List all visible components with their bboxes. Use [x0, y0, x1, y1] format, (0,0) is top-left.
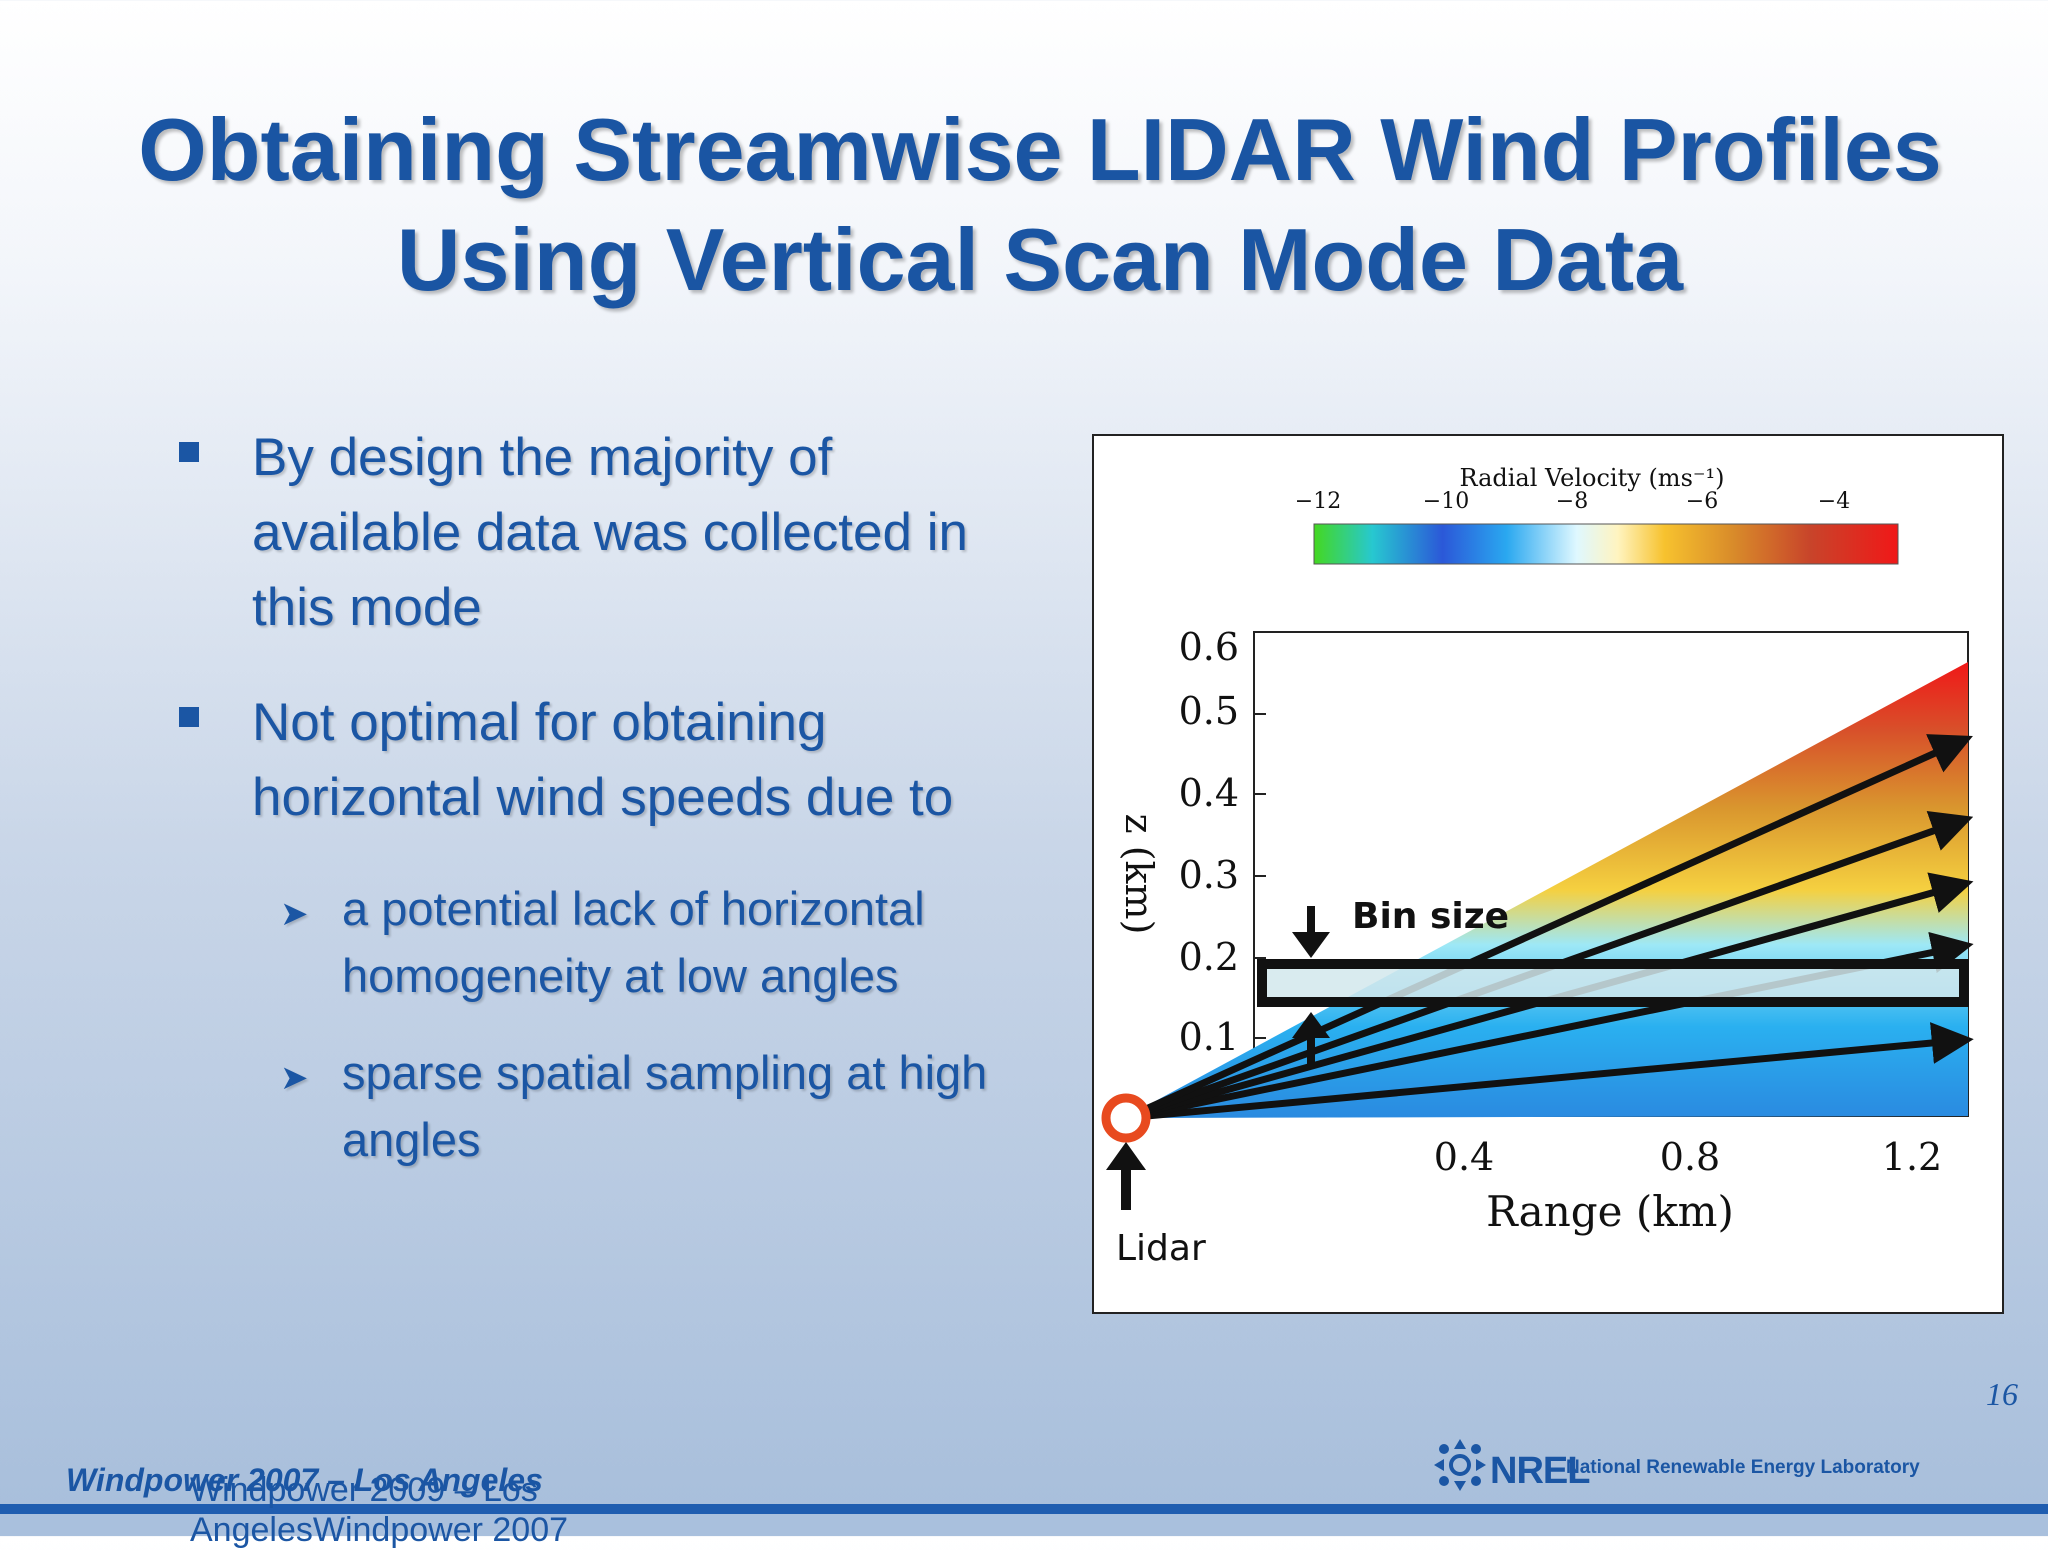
bullet-item: Not optimal for obtaining horizontal win…	[175, 685, 1015, 835]
sub-bullet-item: ➤ a potential lack of horizontal homogen…	[175, 875, 1015, 1009]
footer-event: Windpower 2007 – Los Angeles	[66, 1462, 543, 1498]
square-bullet-icon	[179, 442, 199, 462]
sub-bullet-item: ➤ sparse spatial sampling at high angles	[175, 1039, 1015, 1173]
footer-line	[0, 1504, 2048, 1514]
colorbar-tick: −12	[1295, 489, 1341, 514]
colorbar-tick: −8	[1556, 489, 1588, 514]
bullet-item: By design the majority of available data…	[175, 420, 1015, 645]
lidar-label: Lidar	[1116, 1228, 1206, 1269]
arrow-bullet-icon: ➤	[280, 1059, 309, 1097]
y-tick-label: 0.4	[1179, 771, 1239, 815]
colorbar-tick: −4	[1818, 489, 1850, 514]
y-tick-label: 0.5	[1179, 689, 1239, 733]
sub-bullet-text: sparse spatial sampling at high angles	[342, 1046, 988, 1166]
slide-title: Obtaining Streamwise LIDAR Wind Profiles…	[138, 100, 1942, 309]
bullet-list: By design the majority of available data…	[175, 420, 1015, 1203]
x-tick-label: 0.8	[1660, 1135, 1720, 1179]
footer-bar	[0, 1504, 2048, 1536]
page-number: 16	[1986, 1376, 2018, 1412]
bin-size-arrows	[1292, 906, 1330, 1064]
x-axis: 0.4 0.8 1.2	[1434, 1135, 1942, 1179]
bin-size-box	[1257, 959, 1969, 1007]
y-axis-label: z (km)	[1117, 814, 1161, 935]
colorbar-tick: −6	[1686, 489, 1718, 514]
nrel-full-name: National Renewable Energy Laboratory	[1566, 1457, 1920, 1478]
square-bullet-icon	[179, 707, 199, 727]
lidar-marker-icon	[1101, 1093, 1151, 1143]
beam-arrow	[1124, 734, 1973, 1122]
x-axis-label: Range (km)	[1486, 1187, 1734, 1236]
nrel-logo-icon	[1434, 1439, 1486, 1491]
x-tick-label: 0.4	[1434, 1135, 1494, 1179]
y-tick-label: 0.2	[1179, 935, 1239, 979]
arrow-bullet-icon: ➤	[280, 895, 309, 933]
lidar-pointer-arrow	[1106, 1142, 1146, 1210]
y-tick-label: 0.3	[1179, 853, 1239, 897]
bullet-text: Not optimal for obtaining horizontal win…	[252, 693, 954, 827]
bin-size-label: Bin size	[1352, 896, 1509, 937]
lidar-scan-svg: Radial Velocity (ms⁻¹) −12 −10 −8 −6 −4 …	[1101, 464, 1974, 1269]
sub-bullet-text: a potential lack of horizontal homogenei…	[342, 882, 925, 1002]
bullet-text: By design the majority of available data…	[252, 428, 968, 637]
colorbar-ticks: −12 −10 −8 −6 −4	[1295, 489, 1850, 514]
lidar-scan-figure: Radial Velocity (ms⁻¹) −12 −10 −8 −6 −4 …	[1092, 434, 2004, 1314]
footer-overlap-text: Windpower 2009 – Los AngelesWindpower 20…	[190, 1471, 569, 1549]
x-tick-label: 1.2	[1882, 1135, 1942, 1179]
colorbar-title: Radial Velocity (ms⁻¹)	[1459, 464, 1724, 492]
colorbar	[1313, 523, 1899, 565]
y-tick-label: 0.1	[1179, 1015, 1239, 1059]
colorbar-tick: −10	[1423, 489, 1469, 514]
nrel-logo-text: NREL	[1490, 1450, 1590, 1492]
y-tick-label: 0.6	[1179, 625, 1239, 669]
beam-arrow	[1125, 1022, 1974, 1122]
y-axis: 0.6 0.5 0.4 0.3 0.2 0.1	[1179, 625, 1266, 1059]
